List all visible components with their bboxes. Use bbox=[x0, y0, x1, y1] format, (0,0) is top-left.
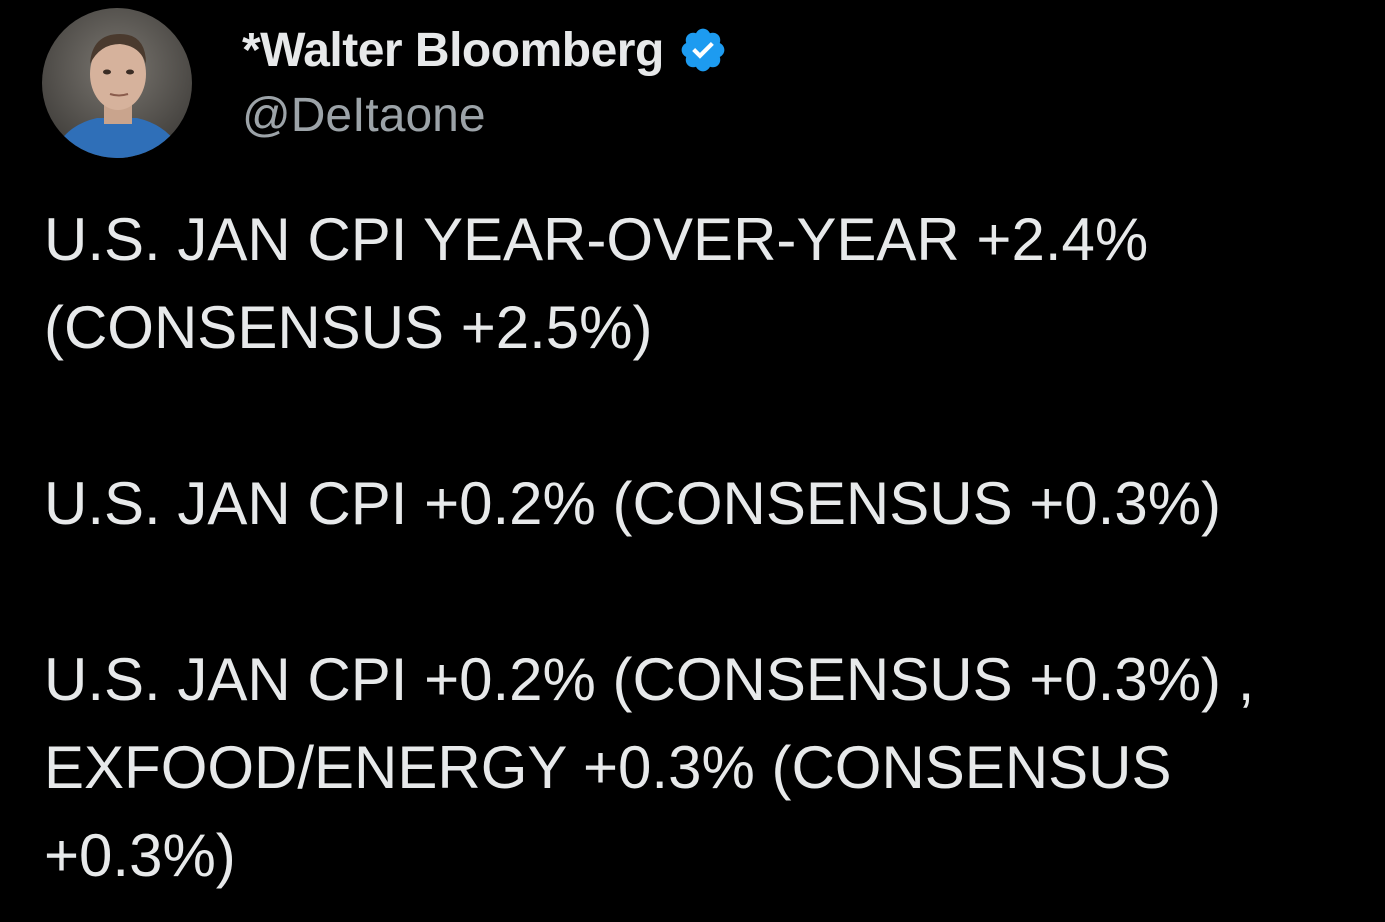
tweet-header: *Walter Bloomberg @DeItaone bbox=[42, 8, 728, 160]
tweet-line: (CONSENSUS +2.5%) bbox=[44, 294, 653, 361]
author-handle[interactable]: @DeItaone bbox=[242, 89, 486, 142]
tweet-text: U.S. JAN CPI YEAR-OVER-YEAR +2.4% (CONSE… bbox=[44, 196, 1364, 900]
tweet-line: U.S. JAN CPI YEAR-OVER-YEAR +2.4% bbox=[44, 206, 1149, 273]
author-identity: *Walter Bloomberg @DeItaone bbox=[242, 16, 728, 143]
tweet-line: U.S. JAN CPI +0.2% (CONSENSUS +0.3%) bbox=[44, 470, 1222, 537]
author-display-name[interactable]: *Walter Bloomberg bbox=[242, 23, 664, 77]
tweet-paragraph-3: U.S. JAN CPI +0.2% (CONSENSUS +0.3%) , E… bbox=[44, 636, 1364, 900]
name-row: *Walter Bloomberg bbox=[242, 16, 728, 84]
verified-badge-icon[interactable] bbox=[678, 25, 728, 75]
avatar[interactable] bbox=[42, 8, 192, 158]
tweet-line: U.S. JAN CPI +0.2% (CONSENSUS +0.3%) , bbox=[44, 646, 1255, 713]
tweet-line: EXFOOD/ENERGY +0.3% (CONSENSUS bbox=[44, 734, 1172, 801]
tweet-paragraph-2: U.S. JAN CPI +0.2% (CONSENSUS +0.3%) bbox=[44, 460, 1364, 548]
tweet-paragraph-1: U.S. JAN CPI YEAR-OVER-YEAR +2.4% (CONSE… bbox=[44, 196, 1364, 372]
avatar-image bbox=[42, 8, 192, 158]
tweet-line: +0.3%) bbox=[44, 822, 236, 889]
